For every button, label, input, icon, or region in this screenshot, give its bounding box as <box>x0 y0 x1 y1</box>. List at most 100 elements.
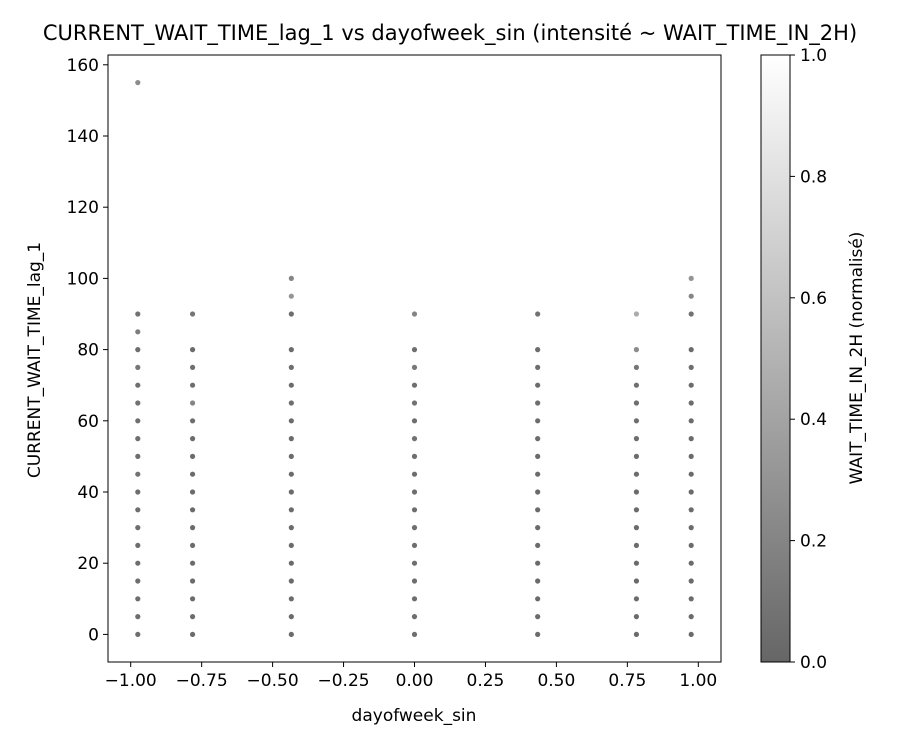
scatter-point <box>288 293 294 299</box>
scatter-point <box>535 489 541 495</box>
y-tick-label: 160 <box>67 56 99 76</box>
scatter-point <box>189 471 196 477</box>
scatter-point <box>135 79 141 86</box>
scatter-point <box>288 275 294 281</box>
scatter-point <box>535 578 541 584</box>
scatter-point <box>411 364 418 370</box>
y-tick-label: 20 <box>77 554 99 574</box>
scatter-point <box>135 507 141 513</box>
scatter-point <box>135 631 141 638</box>
x-axis-label: dayofweek_sin <box>352 706 477 726</box>
scatter-point <box>189 542 196 549</box>
scatter-point <box>411 311 418 317</box>
scatter-point <box>535 400 541 406</box>
x-tick-label: −0.50 <box>247 671 299 691</box>
scatter-point <box>288 347 294 353</box>
colorbar-tick-label: 0.8 <box>800 167 827 187</box>
scatter-point <box>288 631 294 638</box>
scatter-point <box>688 542 694 549</box>
scatter-point <box>135 364 141 370</box>
scatter-point <box>288 453 294 459</box>
scatter-point <box>411 578 418 584</box>
scatter-point <box>288 471 294 477</box>
scatter-point <box>189 525 196 531</box>
scatter-point <box>535 507 541 513</box>
scatter-point <box>288 418 294 424</box>
scatter-point <box>411 436 418 442</box>
x-tick-label: 0.25 <box>467 671 505 691</box>
x-tick-label: 1.00 <box>679 671 717 691</box>
colorbar-tick-label: 1.0 <box>800 46 827 66</box>
scatter-point <box>135 489 141 495</box>
colorbar-label: WAIT_TIME_IN_2H (normalisé) <box>847 232 867 485</box>
scatter-point <box>135 436 141 442</box>
scatter-point <box>535 436 541 442</box>
plot-frame <box>107 54 722 663</box>
scatter-point <box>135 614 141 620</box>
scatter-point <box>189 631 196 638</box>
scatter-point <box>288 596 294 602</box>
y-tick-label: 140 <box>67 127 99 147</box>
y-tick-label: 100 <box>67 269 99 289</box>
colorbar-tick-label: 0.0 <box>800 653 827 673</box>
scatter-point <box>288 542 294 549</box>
colorbar-axis: 0.0 0.2 0.4 0.6 0.8 1.0 <box>790 46 827 673</box>
y-axis: 0 20 40 60 80 100 120 140 160 <box>67 56 108 645</box>
y-tick-label: 0 <box>88 625 99 645</box>
scatter-point <box>135 560 141 566</box>
scatter-point <box>535 418 541 424</box>
y-tick-label: 60 <box>77 412 99 432</box>
scatter-point <box>189 400 196 406</box>
scatter-point <box>288 489 294 495</box>
scatter-point <box>288 364 294 370</box>
scatter-point <box>411 525 418 531</box>
colorbar-tick-label: 0.4 <box>800 410 827 430</box>
scatter-point <box>135 347 141 353</box>
y-tick-label: 120 <box>67 198 99 218</box>
scatter-point <box>688 311 694 317</box>
scatter-point <box>688 382 694 388</box>
scatter-point <box>535 631 541 638</box>
scatter-point <box>688 578 694 584</box>
y-tick-label: 80 <box>77 341 99 361</box>
scatter-point <box>633 507 640 513</box>
scatter-point <box>288 614 294 620</box>
scatter-point <box>135 400 141 406</box>
scatter-point <box>189 489 196 495</box>
scatter-point <box>189 596 196 602</box>
colorbar-tick-label: 0.2 <box>800 532 827 552</box>
scatter-point <box>688 275 694 281</box>
scatter-point <box>411 542 418 549</box>
scatter-point <box>633 525 640 531</box>
scatter-point <box>135 471 141 477</box>
scatter-point <box>288 578 294 584</box>
scatter-point <box>633 631 640 638</box>
scatter-point <box>189 382 196 388</box>
y-tick-label: 40 <box>77 483 99 503</box>
scatter-point <box>135 329 141 335</box>
scatter-point <box>633 471 640 477</box>
scatter-point <box>688 400 694 406</box>
scatter-point <box>633 560 640 566</box>
scatter-point <box>189 418 196 424</box>
scatter-point <box>189 560 196 566</box>
x-tick-label: −1.00 <box>105 671 157 691</box>
scatter-point <box>535 560 541 566</box>
x-tick-label: −0.25 <box>317 671 369 691</box>
x-tick-label: −0.75 <box>176 671 228 691</box>
x-tick-label: 0.75 <box>608 671 646 691</box>
scatter-point <box>535 471 541 477</box>
scatter-point <box>189 453 196 459</box>
chart-title: CURRENT_WAIT_TIME_lag_1 vs dayofweek_sin… <box>43 21 857 46</box>
scatter-point <box>411 347 418 353</box>
scatter-point <box>135 525 141 531</box>
scatter-point <box>411 471 418 477</box>
scatter-point <box>688 489 694 495</box>
scatter-point <box>135 382 141 388</box>
scatter-point <box>688 525 694 531</box>
scatter-point <box>633 542 640 549</box>
colorbar <box>760 54 791 663</box>
scatter-point <box>535 347 541 353</box>
scatter-point <box>288 382 294 388</box>
